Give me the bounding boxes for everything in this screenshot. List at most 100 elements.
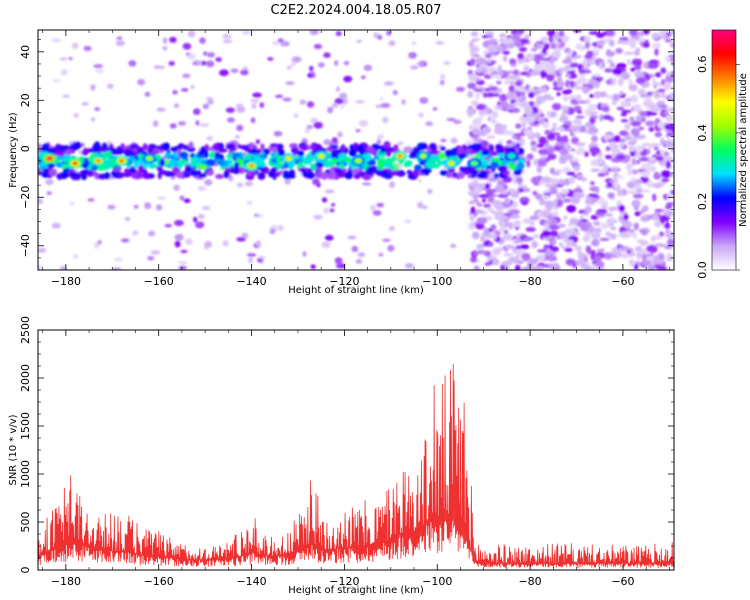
heatmap-cell — [563, 215, 568, 220]
heatmap-cell — [200, 165, 207, 171]
heatmap-cell — [283, 162, 289, 168]
heatmap-cell — [505, 77, 511, 85]
heatmap-cell — [522, 218, 533, 224]
heatmap-cell — [665, 210, 674, 218]
heatmap-cell — [495, 71, 504, 76]
heatmap-cell — [550, 43, 557, 50]
heatmap-y-tick-label: 40 — [19, 45, 32, 59]
heatmap-cell — [464, 148, 473, 155]
heatmap-cell — [503, 130, 514, 136]
heatmap-cell — [523, 236, 534, 241]
heatmap-cell — [589, 267, 594, 270]
heatmap-cell — [511, 191, 519, 199]
heatmap-cell — [598, 76, 604, 81]
heatmap-cell — [497, 64, 502, 73]
heatmap-cell — [487, 178, 497, 182]
heatmap-cell — [642, 205, 649, 212]
heatmap-cell — [331, 102, 339, 108]
heatmap-cell — [652, 82, 662, 87]
heatmap-cell — [81, 162, 89, 169]
heatmap-cell — [504, 244, 515, 250]
heatmap-cell — [516, 176, 523, 184]
heatmap-cell — [514, 39, 522, 48]
heatmap-cell — [582, 86, 590, 94]
heatmap-cell — [636, 145, 644, 153]
heatmap-cell — [670, 30, 674, 35]
heatmap-cell — [648, 62, 659, 69]
heatmap-cell — [174, 240, 181, 248]
heatmap-cell — [480, 140, 489, 148]
heatmap-cell — [665, 202, 674, 206]
heatmap-cell — [376, 139, 381, 145]
heatmap-cell — [192, 108, 201, 116]
heatmap-cell — [512, 222, 522, 228]
heatmap-cell — [633, 103, 642, 112]
heatmap-cell — [240, 145, 250, 150]
colorbar: 0.0 0.2 0.4 0.6 Normalized spectral amplitu… — [696, 29, 749, 279]
heatmap-cell — [604, 68, 613, 73]
heatmap-cell — [111, 267, 122, 270]
heatmap-cell — [471, 128, 480, 136]
heatmap-cell — [343, 60, 350, 66]
heatmap-cell — [633, 183, 642, 190]
heatmap-cell — [310, 145, 316, 151]
heatmap-cell — [334, 98, 344, 105]
heatmap-cell — [355, 129, 361, 133]
heatmap-cell — [250, 98, 260, 104]
heatmap-cell — [62, 157, 70, 163]
heatmap-cell — [538, 198, 546, 206]
heatmap-cell — [335, 31, 342, 37]
heatmap-cell — [569, 62, 580, 68]
heatmap-cell — [577, 250, 583, 258]
snr-y-tick-label: 2000 — [19, 364, 32, 392]
heatmap-cell — [528, 91, 535, 99]
heatmap-cell — [475, 78, 482, 82]
heatmap-cell — [162, 45, 168, 51]
heatmap-cell — [484, 31, 494, 36]
heatmap-cell — [640, 163, 652, 170]
heatmap-cell — [608, 39, 615, 47]
heatmap-cell — [631, 199, 641, 208]
heatmap-cell — [215, 174, 225, 179]
heatmap-cell — [660, 137, 665, 146]
heatmap-cell — [382, 116, 389, 124]
heatmap-cell — [573, 165, 581, 172]
heatmap-cell — [624, 133, 632, 141]
heatmap-cell — [549, 230, 559, 237]
heatmap-x-tick-label: −140 — [236, 275, 266, 288]
heatmap-cell — [639, 111, 648, 116]
heatmap-cell — [340, 263, 346, 269]
heatmap-cell — [617, 39, 626, 45]
heatmap-cell — [584, 54, 593, 59]
heatmap-cell — [330, 144, 339, 150]
heatmap-cell — [60, 69, 68, 76]
heatmap-cell — [373, 32, 379, 39]
heatmap-cell — [500, 224, 506, 232]
heatmap-cell — [453, 119, 462, 125]
heatmap-cell — [323, 207, 329, 214]
heatmap-cell — [485, 188, 495, 197]
heatmap-cell — [471, 143, 481, 149]
heatmap-cell — [564, 247, 573, 252]
heatmap-cell — [546, 110, 551, 119]
heatmap-cell — [147, 256, 155, 261]
heatmap-cell — [589, 181, 595, 186]
heatmap-cell — [502, 38, 513, 44]
heatmap-cell — [656, 266, 668, 270]
heatmap-cell — [570, 95, 576, 100]
heatmap-cell — [619, 90, 624, 96]
heatmap-cell — [611, 93, 620, 102]
heatmap-cell — [334, 167, 343, 175]
heatmap-cell — [652, 193, 657, 202]
heatmap-cell — [214, 151, 221, 159]
heatmap-cell — [547, 67, 554, 75]
heatmap-cell — [542, 47, 547, 55]
heatmap-cell — [532, 190, 538, 196]
heatmap-cell — [660, 67, 667, 74]
heatmap-cell — [173, 184, 180, 191]
heatmap-cell — [503, 212, 512, 217]
heatmap-cell — [538, 148, 549, 156]
heatmap-cell — [491, 48, 499, 53]
heatmap-cell — [285, 81, 295, 85]
heatmap-cell — [425, 161, 435, 169]
